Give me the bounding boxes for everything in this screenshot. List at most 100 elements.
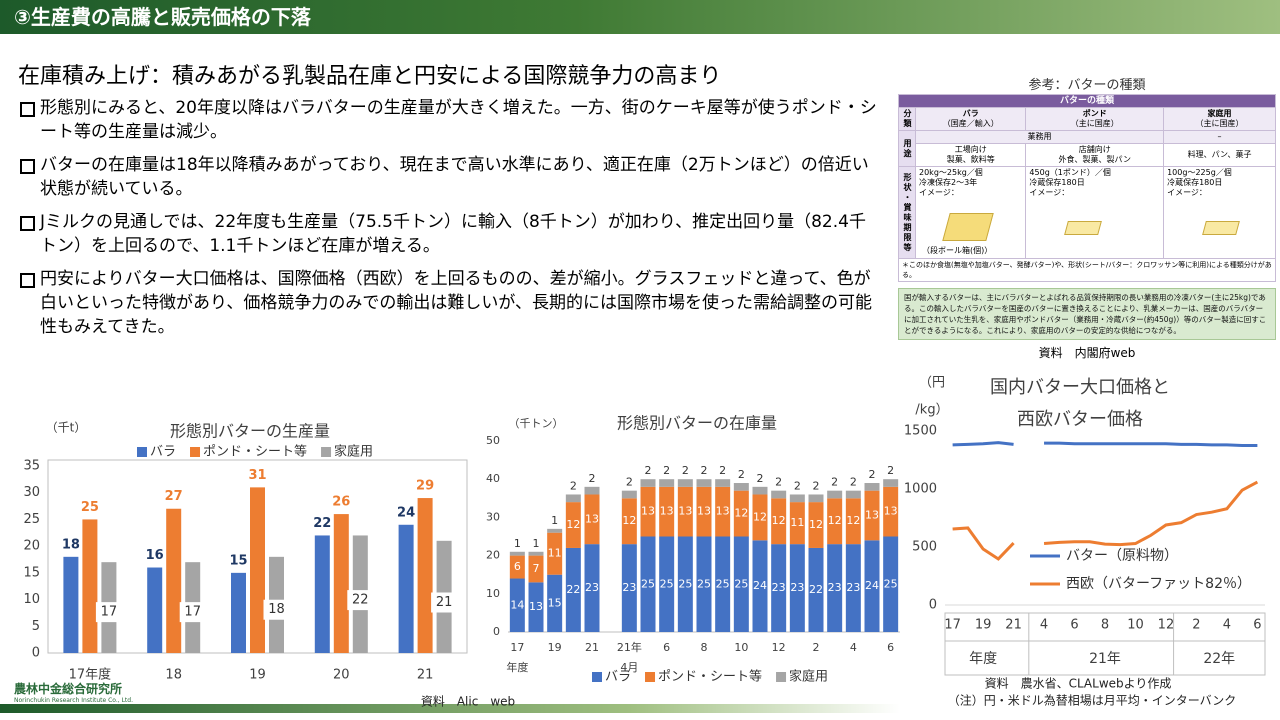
class-name: 家庭用	[1207, 109, 1232, 118]
bar-segment	[789, 544, 805, 632]
y-tick-label: 40	[486, 472, 500, 485]
bar-segment	[808, 502, 824, 548]
data-label: 24	[397, 505, 415, 520]
bar-segment	[565, 494, 581, 503]
data-label-box	[95, 602, 122, 623]
bar-segment	[640, 486, 656, 537]
data-label: 22	[566, 583, 580, 596]
bar-segment	[621, 544, 637, 632]
x-tick-label: 10	[734, 641, 748, 654]
data-label: 2	[645, 464, 652, 477]
bar	[333, 514, 349, 653]
annotation: 4月	[620, 661, 638, 674]
x-tick-label: 19	[249, 668, 266, 683]
data-label: 22	[809, 583, 823, 596]
y-axis-label: /kg）	[915, 403, 948, 418]
data-label: 2	[850, 476, 857, 489]
line-series	[952, 441, 1258, 447]
bar-segment	[677, 536, 693, 632]
x-tick-label: 12	[1158, 618, 1175, 633]
data-label: 11	[548, 547, 562, 560]
data-label: 15	[229, 553, 247, 568]
footer-bar	[0, 704, 900, 713]
bar-segment	[789, 502, 805, 545]
data-label: 12	[846, 514, 860, 527]
class-name: ポンド	[1082, 109, 1107, 118]
x-tick-label: 21	[417, 668, 434, 683]
bar-segment	[864, 483, 880, 491]
class-cell: バラ （国産／輸入）	[914, 107, 1027, 131]
data-label-box	[263, 599, 290, 620]
bar-segment	[752, 540, 768, 632]
bar	[63, 556, 79, 653]
x-group-box	[944, 612, 1266, 676]
data-label: 1	[514, 537, 521, 550]
legend-swatch	[776, 672, 787, 682]
data-label: 2	[701, 464, 708, 477]
y-tick-label: 20	[486, 549, 500, 562]
bar	[250, 487, 265, 653]
x-group-label: 21年	[1089, 651, 1121, 667]
bar-segment	[509, 551, 525, 556]
chart-title: 国内バター大口価格と	[990, 377, 1170, 398]
data-label: 25	[734, 577, 748, 590]
x-tick-label: 2	[1192, 618, 1200, 633]
shape-cell: 450g（1ポンド）／個 冷蔵保存180日 イメージ：	[1025, 166, 1165, 259]
x-tick-label: 8	[701, 641, 708, 654]
y-tick-label: 30	[486, 510, 500, 523]
bar	[231, 572, 246, 653]
bar-segment	[584, 494, 600, 545]
data-label: 2	[831, 476, 838, 489]
x-group-label: 年度	[969, 651, 997, 667]
bar-segment	[733, 483, 749, 491]
class-cell: 家庭用 （主に国産）	[1163, 107, 1276, 131]
y-tick-label: 30	[23, 485, 40, 500]
bar-segment	[771, 544, 787, 632]
use-cell: 店舗向け 外食、製菓、製パン	[1025, 143, 1165, 167]
class-cell: ポンド （主に国産）	[1025, 107, 1165, 131]
y-tick-label: 0	[493, 625, 500, 638]
bar-segment	[528, 551, 544, 556]
data-label: 15	[548, 596, 562, 609]
bar-segment	[547, 528, 563, 533]
y-axis-label: （円	[919, 376, 945, 391]
note: （注）円・米ドル為替相場は月平均・インターバンク	[948, 693, 1236, 708]
data-label: 12	[622, 514, 636, 527]
legend-label: 家庭用	[789, 669, 828, 685]
reference-panel: 参考：バターの種類 バターの種類 分類 バラ （国産／輸入） ポンド （主に国産） …	[898, 74, 1276, 369]
data-label: 24	[865, 579, 879, 592]
chart-title: 形態別バターの生産量	[170, 422, 330, 441]
data-label: 14	[510, 598, 524, 611]
x-group-label: 22年	[1203, 651, 1235, 667]
x-tick-label: 21	[585, 641, 599, 654]
use-cell: 業務用	[914, 130, 1165, 144]
x-tick-label: 8	[1101, 618, 1109, 633]
line-series	[952, 480, 1259, 561]
bar-segment	[715, 486, 731, 537]
bar-segment	[789, 494, 805, 503]
bullet: Jミルクの見通しでは、22年度も生産量（75.5千トン）に輸入（8千トン）が加わ…	[18, 210, 880, 258]
data-label: 17	[184, 605, 201, 620]
bar-segment	[696, 536, 712, 632]
class-note: （主に国産）	[1195, 119, 1244, 128]
bar-segment	[864, 490, 880, 541]
y-axis-label: （千トン）	[509, 417, 564, 430]
data-label: 12	[734, 507, 748, 520]
data-label: 2	[869, 468, 876, 481]
reference-source: 資料 内閣府web	[1038, 346, 1136, 360]
y-tick-label: 50	[486, 434, 500, 447]
data-label: 6	[514, 560, 521, 573]
legend-label: ポンド・シート等	[203, 444, 307, 460]
table-footnote: ＊このほか食塩(無塩や加塩バター、発酵バター)や、形状(シート/バター：クロワッ…	[898, 258, 1276, 282]
bar-segment	[621, 490, 637, 499]
data-label: 25	[641, 577, 655, 590]
data-label: 2	[775, 476, 782, 489]
y-axis-label: （千t）	[46, 421, 87, 435]
bar-segment	[771, 490, 787, 499]
x-tick-label: 6	[1253, 618, 1261, 633]
data-label: 13	[660, 505, 674, 518]
bar-segment	[733, 490, 749, 537]
x-tick-label: 12	[772, 641, 786, 654]
